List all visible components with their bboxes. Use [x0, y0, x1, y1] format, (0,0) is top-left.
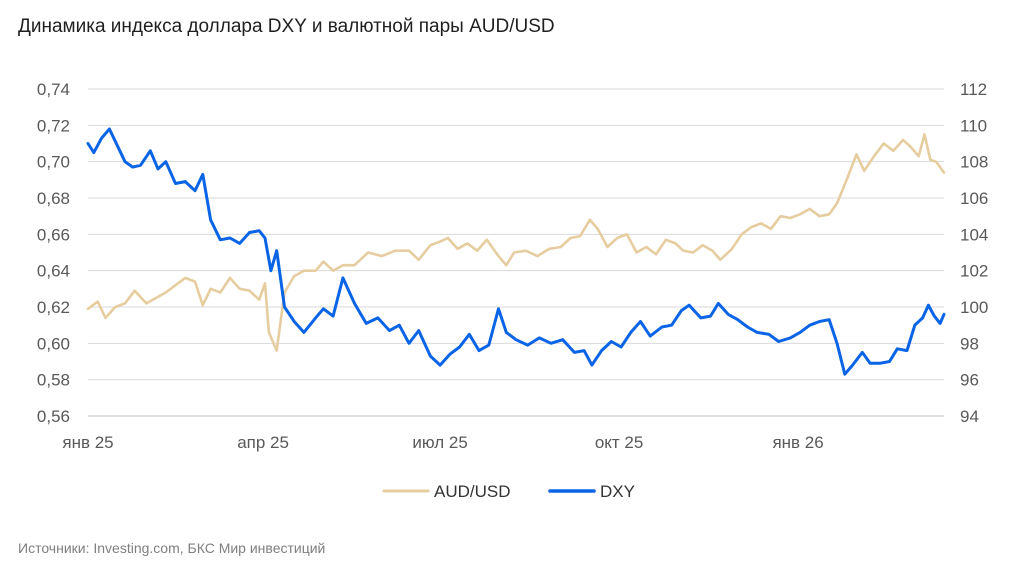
left-tick-label: 0,72: [37, 116, 70, 135]
right-tick-label: 104: [960, 225, 988, 244]
legend-label: DXY: [600, 482, 635, 501]
right-tick-label: 110: [960, 116, 987, 135]
right-tick-label: 96: [960, 371, 979, 390]
left-tick-label: 0,68: [37, 189, 70, 208]
left-axis-ticks: 0,56 0,58 0,60 0,62 0,64 0,66 0,68 0,70 0,72 0,74: [37, 80, 70, 426]
left-tick-label: 0,58: [37, 371, 70, 390]
series-layer: [86, 127, 946, 376]
series-line-aud-usd: [86, 133, 946, 352]
x-axis-ticks: янв 25 апр 25 июл 25 окт 25 янв 26: [62, 433, 823, 452]
grid-lines: [88, 88, 944, 417]
legend: AUD/USD DXY: [382, 482, 635, 501]
right-axis-ticks: 94 96 98 100 102 104 106 108 110 112: [960, 80, 988, 426]
right-tick-label: 106: [960, 189, 988, 208]
right-tick-label: 98: [960, 334, 979, 353]
right-tick-label: 100: [960, 298, 988, 317]
chart-title: Динамика индекса доллара DXY и валютной …: [18, 16, 555, 37]
x-tick-label: янв 25: [62, 433, 113, 452]
right-tick-label: 102: [960, 262, 988, 281]
x-tick-label: апр 25: [237, 433, 289, 452]
series-line-dxy: [86, 127, 946, 376]
x-tick-label: июл 25: [412, 433, 467, 452]
x-tick-label: окт 25: [595, 433, 644, 452]
right-tick-label: 94: [960, 407, 979, 426]
left-tick-label: 0,60: [37, 334, 70, 353]
x-tick-label: янв 26: [772, 433, 823, 452]
legend-label: AUD/USD: [434, 482, 511, 501]
right-tick-label: 112: [960, 80, 987, 99]
left-tick-label: 0,70: [37, 153, 70, 172]
left-tick-label: 0,64: [37, 262, 70, 281]
right-tick-label: 108: [960, 153, 988, 172]
left-tick-label: 0,56: [37, 407, 70, 426]
left-tick-label: 0,74: [37, 80, 70, 99]
left-tick-label: 0,66: [37, 225, 70, 244]
left-tick-label: 0,62: [37, 298, 70, 317]
source-note: Источники: Investing.com, БКС Мир инвест…: [18, 540, 326, 556]
